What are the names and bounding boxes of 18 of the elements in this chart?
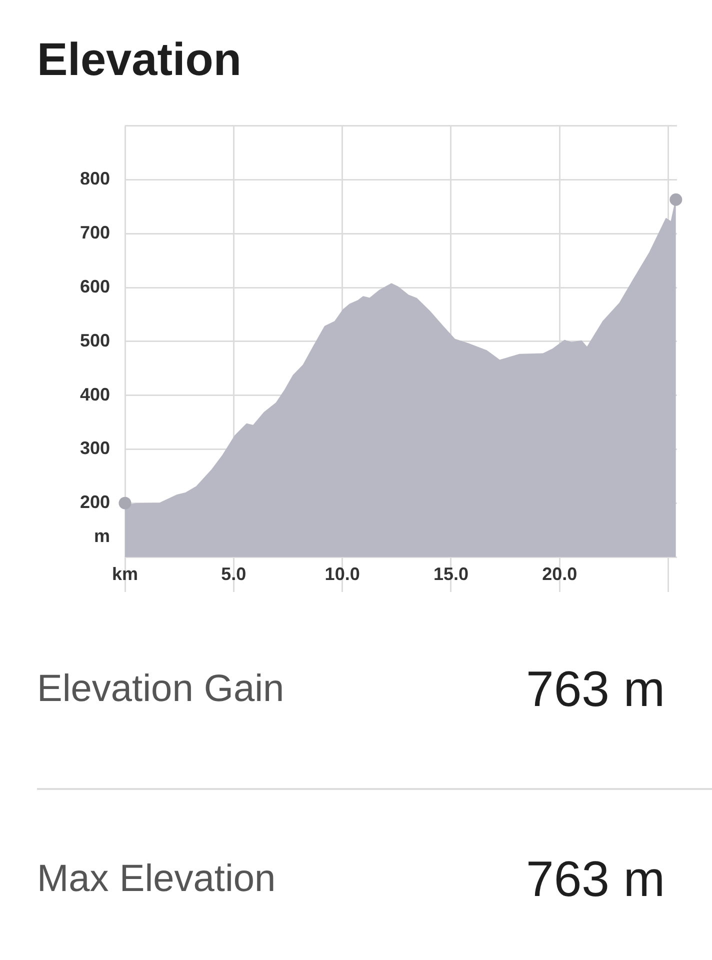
x-tick-label: 10.0 [324, 564, 360, 584]
y-tick-label: 800 [80, 168, 110, 189]
y-tick-label: 500 [80, 330, 110, 350]
y-axis-title: m [94, 526, 110, 546]
y-tick-label: 600 [80, 276, 110, 296]
y-tick-label: 700 [80, 222, 110, 243]
y-tick-label: 300 [80, 438, 110, 458]
text: Max Elevation [37, 858, 276, 900]
y-tick-label: 400 [80, 384, 110, 404]
text: 763 m [526, 660, 665, 718]
x-tick-label: 15.0 [433, 564, 469, 584]
text: Elevation Gain [37, 668, 284, 710]
text: 763 m [526, 850, 665, 908]
y-tick-label: 200 [80, 492, 110, 512]
x-tick-label: 20.0 [542, 564, 578, 584]
chart-title: Elevation [37, 32, 242, 86]
x-tick-label: 5.0 [221, 564, 246, 584]
x-tick-label: km [112, 564, 138, 584]
